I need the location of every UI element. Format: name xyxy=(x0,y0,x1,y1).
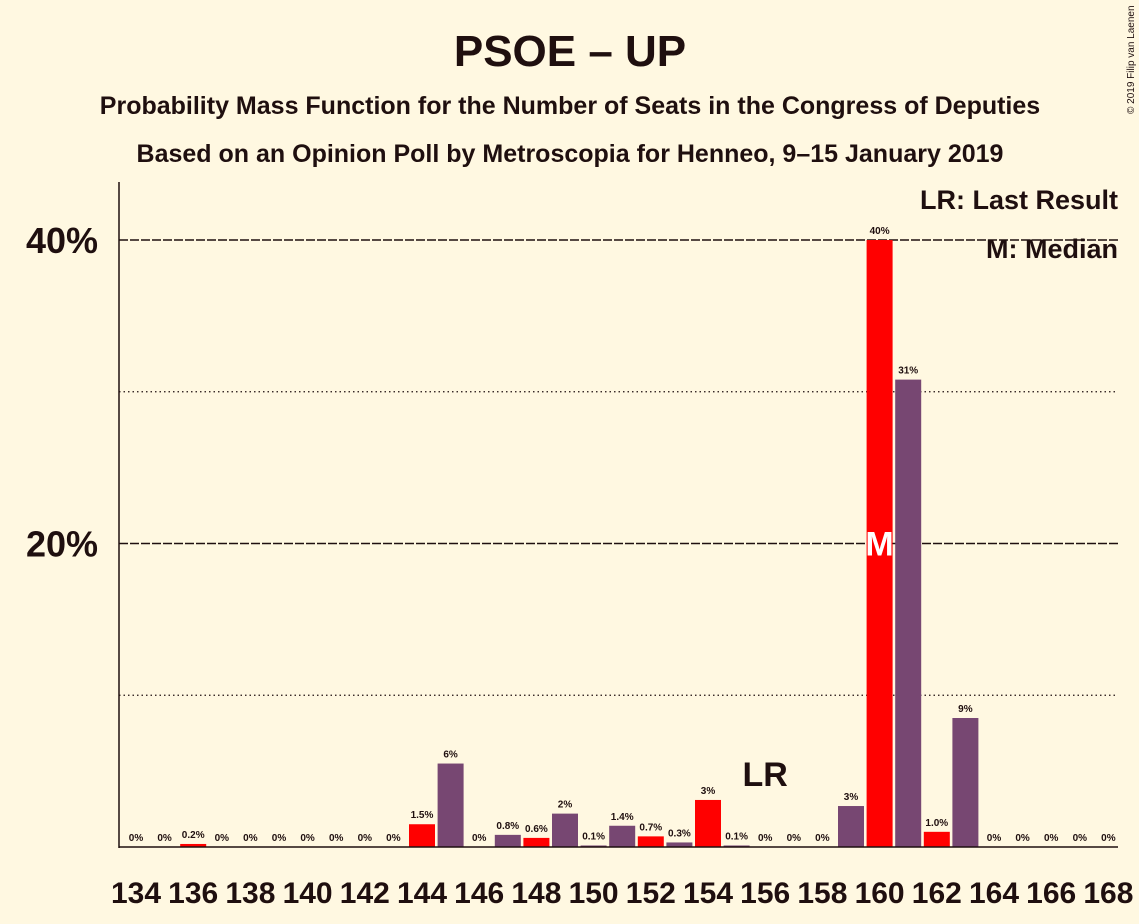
data-label: 0% xyxy=(300,833,315,844)
x-tick-label: 152 xyxy=(626,877,676,910)
x-tick-label: 164 xyxy=(969,877,1019,910)
data-label: 0% xyxy=(243,833,258,844)
data-label: 0.8% xyxy=(496,821,519,832)
x-tick-label: 142 xyxy=(340,877,390,910)
data-label: 0.7% xyxy=(639,822,662,833)
data-label: 0% xyxy=(472,833,487,844)
chart-subtitle: Probability Mass Function for the Number… xyxy=(100,92,1040,120)
bar-seat-153 xyxy=(666,842,693,847)
data-label: 0% xyxy=(987,833,1002,844)
data-label: 0.2% xyxy=(182,830,205,841)
bar-seat-147 xyxy=(494,834,521,847)
last-result-marker: LR xyxy=(743,756,788,794)
data-label: 0% xyxy=(1015,833,1030,844)
data-label: 0% xyxy=(358,833,373,844)
annotations-group: M LR xyxy=(743,526,894,795)
data-label: 40% xyxy=(870,226,890,237)
data-label: 0% xyxy=(787,833,802,844)
bar-seat-136 xyxy=(180,843,207,847)
data-label: 0% xyxy=(758,833,773,844)
legend-median: M: Median xyxy=(986,234,1118,264)
bar-seat-161 xyxy=(895,379,922,847)
data-label: 6% xyxy=(443,750,458,761)
copyright-note: © 2019 Filip van Laenen xyxy=(1126,5,1137,114)
data-label: 0% xyxy=(329,833,344,844)
x-tick-label: 158 xyxy=(797,877,847,910)
data-label: 3% xyxy=(701,786,716,797)
bar-seat-155 xyxy=(723,845,750,847)
bar-seat-145 xyxy=(437,763,464,847)
data-label: 0% xyxy=(129,833,144,844)
data-label: 0.6% xyxy=(525,824,548,835)
y-tick-label: 40% xyxy=(26,220,98,261)
data-label: 0% xyxy=(272,833,287,844)
data-label: 0% xyxy=(215,833,230,844)
data-label: 0.1% xyxy=(725,831,748,842)
data-label: 31% xyxy=(898,366,918,377)
y-tick-label: 20% xyxy=(26,524,98,565)
data-label: 0% xyxy=(1044,833,1059,844)
data-label: 0% xyxy=(1101,833,1116,844)
data-label: 2% xyxy=(558,800,573,811)
bar-seat-149 xyxy=(552,813,578,847)
bar-seat-160 xyxy=(866,240,893,847)
data-label: 0% xyxy=(815,833,830,844)
x-tick-label: 160 xyxy=(855,877,905,910)
bar-seat-148 xyxy=(523,837,550,847)
x-tick-label: 144 xyxy=(397,877,447,910)
x-tick-label: 138 xyxy=(225,877,275,910)
x-tick-label: 154 xyxy=(683,877,733,910)
bar-seat-163 xyxy=(952,718,979,847)
data-label: 0.1% xyxy=(582,831,605,842)
bars-group xyxy=(180,240,979,847)
data-label: 1.0% xyxy=(925,818,948,829)
x-tick-label: 162 xyxy=(912,877,962,910)
data-label: 3% xyxy=(844,792,859,803)
chart-subtitle-poll: Based on an Opinion Poll by Metroscopia … xyxy=(137,140,1004,168)
x-tick-label: 156 xyxy=(740,877,790,910)
data-label: 0.3% xyxy=(668,828,691,839)
x-tick-label: 168 xyxy=(1083,877,1133,910)
data-label: 9% xyxy=(958,704,973,715)
grid-lines xyxy=(119,239,1118,696)
bar-seat-159 xyxy=(838,806,864,847)
bar-seat-150 xyxy=(580,845,607,847)
data-label: 1.4% xyxy=(611,812,634,823)
data-label: 1.5% xyxy=(411,810,434,821)
x-tick-label: 140 xyxy=(283,877,333,910)
bar-seat-151 xyxy=(609,825,636,847)
bar-seat-152 xyxy=(637,836,664,847)
bar-seat-154 xyxy=(695,799,721,847)
x-tick-label: 150 xyxy=(569,877,619,910)
data-label: 0% xyxy=(157,833,172,844)
legend-last-result: LR: Last Result xyxy=(920,185,1118,215)
x-tick-label: 134 xyxy=(111,877,161,910)
x-tick-label: 166 xyxy=(1026,877,1076,910)
bar-seat-162 xyxy=(923,831,950,847)
bar-seat-144 xyxy=(409,824,435,847)
chart-title: PSOE – UP xyxy=(454,27,686,76)
x-tick-label: 148 xyxy=(511,877,561,910)
median-marker: M xyxy=(865,526,893,564)
x-tick-label: 146 xyxy=(454,877,504,910)
data-label: 0% xyxy=(386,833,401,844)
data-labels-group: 0% 0% 0.2% 0% 0% 0% 0% 0% 0% 0% 1.5% 6% 0% 0.8% 0.6% 2%… xyxy=(129,226,1116,844)
x-tick-label: 136 xyxy=(168,877,218,910)
axes-group: 20%40%134 136 138 140 142 144 146 148 150 152 154 1… xyxy=(26,182,1133,910)
data-label: 0% xyxy=(1073,833,1088,844)
